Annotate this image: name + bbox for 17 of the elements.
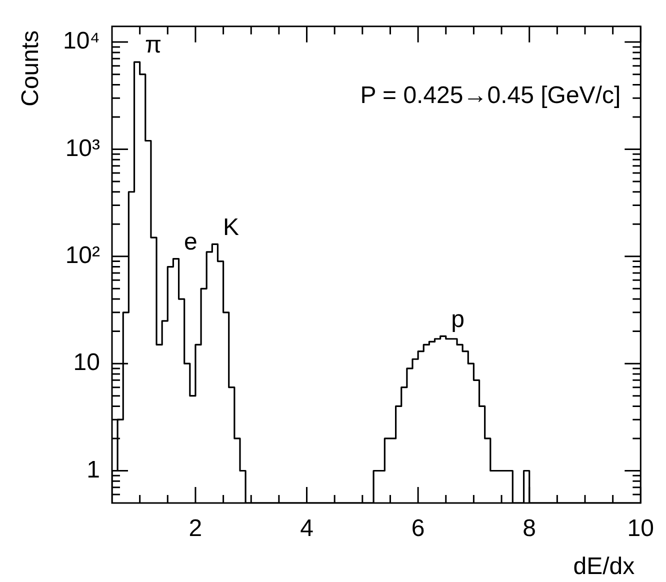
annotation: e — [184, 228, 198, 256]
y-tick-label: 10 — [73, 349, 100, 376]
annotation: K — [222, 214, 239, 241]
x-axis-title: dE/dx — [573, 553, 635, 580]
y-tick-label: 10⁴ — [62, 28, 100, 55]
y-tick-label: 10² — [65, 242, 100, 270]
x-tick-label: 10 — [627, 515, 654, 542]
y-tick-label: 10³ — [65, 134, 100, 162]
y-tick-label: 1 — [86, 456, 100, 484]
x-tick-label: 6 — [411, 515, 425, 542]
y-axis-title: Counts — [17, 30, 44, 106]
x-tick-label: 8 — [522, 515, 536, 542]
x-tick-label: 4 — [300, 515, 314, 542]
annotation: P = 0.425→0.45 [GeV/c] — [360, 82, 621, 110]
annotation: π — [145, 32, 162, 59]
x-tick-label: 2 — [188, 515, 202, 542]
annotation: p — [451, 306, 464, 333]
